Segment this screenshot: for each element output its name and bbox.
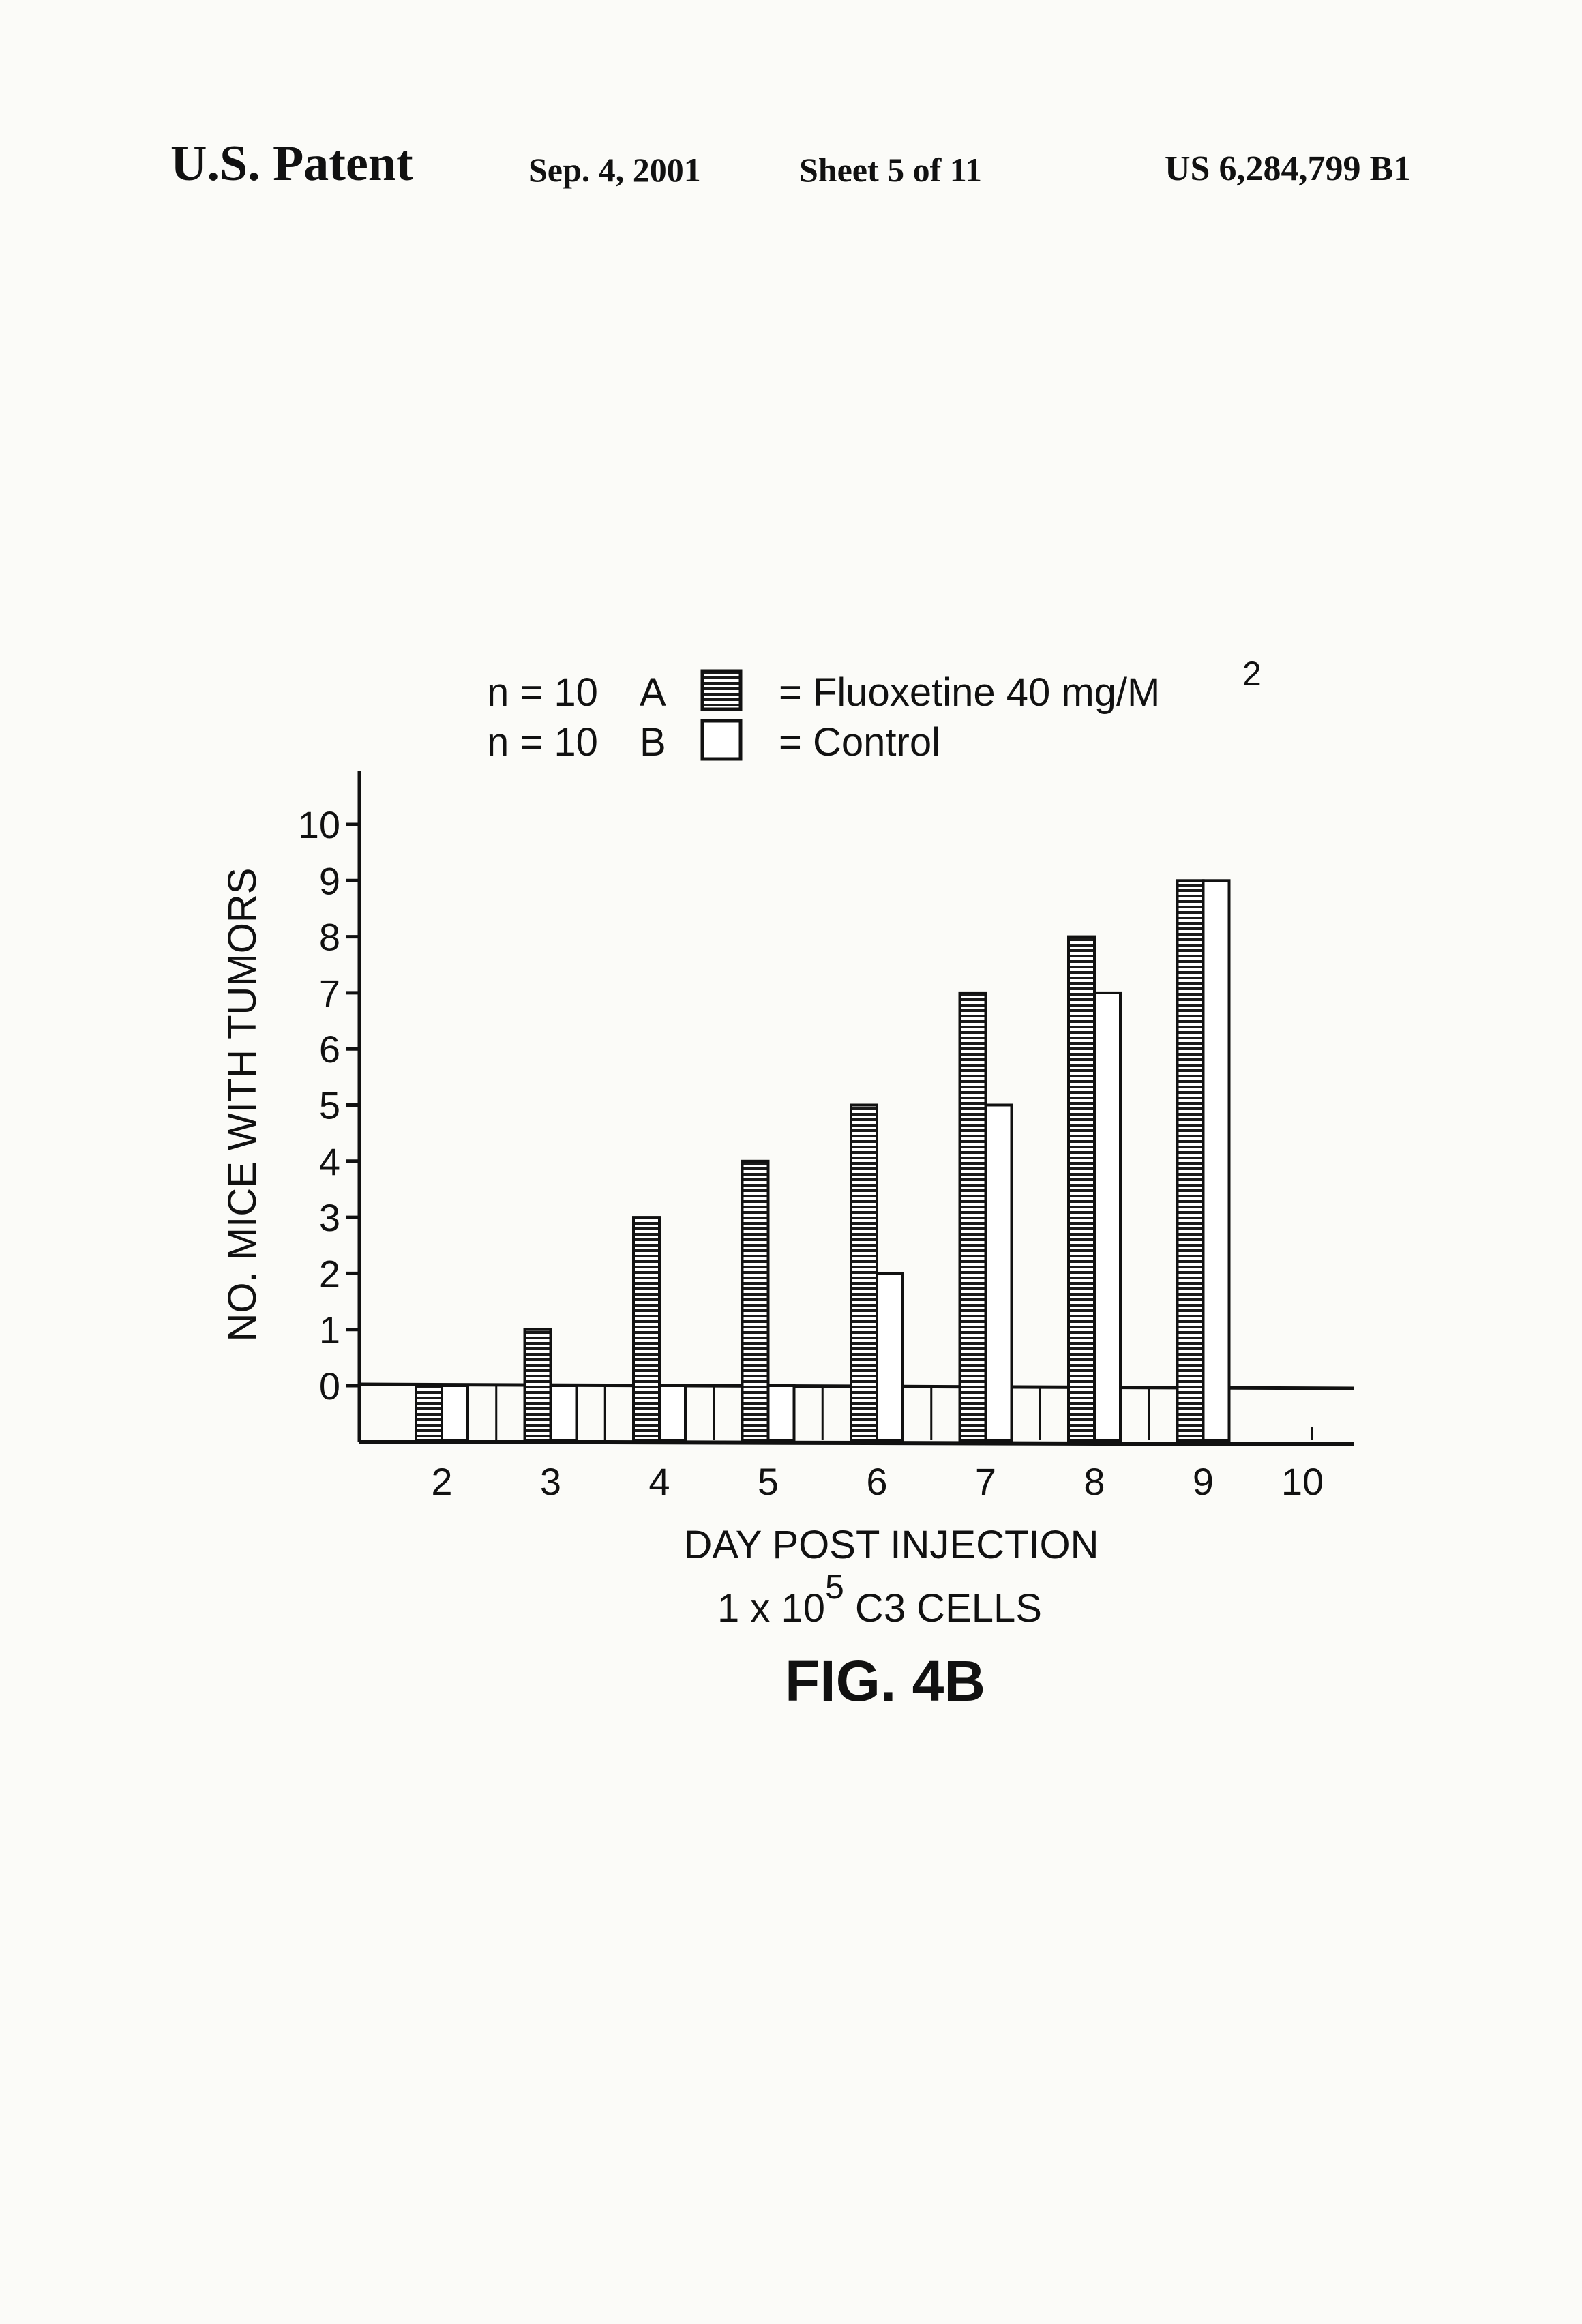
y-tick-label: 5 xyxy=(319,1084,340,1127)
y-tick-label: 7 xyxy=(319,972,340,1015)
bar-fluoxetine xyxy=(1069,937,1094,1440)
legend-a-n: n = 10 xyxy=(487,670,598,715)
bar-control xyxy=(659,1386,685,1440)
y-tick-label: 6 xyxy=(319,1028,340,1071)
y-ticks: 0 1 2 3 4 5 6 7 8 9 10 xyxy=(298,803,359,1407)
y-tick-label: 10 xyxy=(298,803,340,846)
bar-fluoxetine xyxy=(851,1105,877,1441)
bar-fluoxetine xyxy=(416,1386,442,1440)
bar-control xyxy=(442,1386,468,1440)
legend-a-label: = Fluoxetine 40 mg/M xyxy=(779,670,1160,715)
y-tick-label: 0 xyxy=(319,1365,340,1407)
bar-fluoxetine xyxy=(1178,880,1204,1440)
x-tick-label: 4 xyxy=(648,1460,670,1503)
x-tick-label: 8 xyxy=(1084,1460,1105,1503)
x-axis-sublabel: 1 x 105 C3 CELLS xyxy=(717,1568,1042,1630)
legend-b-swatch xyxy=(702,721,741,759)
figure-label: FIG. 4B xyxy=(785,1649,985,1713)
bar-control xyxy=(877,1273,903,1440)
x-ticks: 2 3 4 5 6 7 8 9 10 xyxy=(431,1460,1324,1503)
legend-a-swatch xyxy=(702,671,741,709)
y-tick-label: 4 xyxy=(319,1140,340,1183)
legend: n = 10 A = Fluoxetine 40 mg/M 2 n = 10 B… xyxy=(487,655,1262,764)
bar-fluoxetine xyxy=(960,993,986,1440)
bar-control xyxy=(1094,993,1120,1440)
bar-control xyxy=(986,1105,1012,1441)
bar-fluoxetine xyxy=(743,1161,768,1440)
x-tick-label: 10 xyxy=(1281,1460,1324,1503)
x-tick-label: 5 xyxy=(758,1460,779,1503)
y-tick-label: 8 xyxy=(319,916,340,959)
legend-b-n: n = 10 xyxy=(487,720,598,764)
legend-a-letter: A xyxy=(640,670,666,715)
x-sublabel-superscript: 5 xyxy=(825,1568,844,1606)
x-tick-label: 9 xyxy=(1193,1460,1214,1503)
legend-a-superscript: 2 xyxy=(1242,655,1262,693)
y-tick-label: 1 xyxy=(319,1309,340,1352)
legend-b-label: = Control xyxy=(779,720,940,764)
y-axis-label: NO. MICE WITH TUMORS xyxy=(220,868,265,1342)
bar-control xyxy=(1204,880,1229,1440)
y-tick-label: 2 xyxy=(319,1252,340,1295)
y-tick-label: 9 xyxy=(319,859,340,902)
bar-control xyxy=(768,1386,794,1440)
x-tick-label: 6 xyxy=(866,1460,887,1503)
x-tick-label: 3 xyxy=(540,1460,561,1503)
x-axis xyxy=(359,1442,1354,1444)
bar-fluoxetine xyxy=(525,1330,551,1440)
x-sublabel-rest: C3 CELLS xyxy=(844,1586,1042,1630)
x-axis-label: DAY POST INJECTION xyxy=(683,1523,1099,1567)
bar-control xyxy=(551,1386,577,1440)
legend-b-letter: B xyxy=(640,720,666,764)
bar-fluoxetine xyxy=(633,1217,659,1440)
x-tick-label: 2 xyxy=(431,1460,452,1503)
x-sublabel-base: 1 x 10 xyxy=(717,1586,825,1630)
x-tick-label: 7 xyxy=(975,1460,996,1503)
y-tick-label: 3 xyxy=(319,1196,340,1239)
bars xyxy=(416,880,1229,1440)
